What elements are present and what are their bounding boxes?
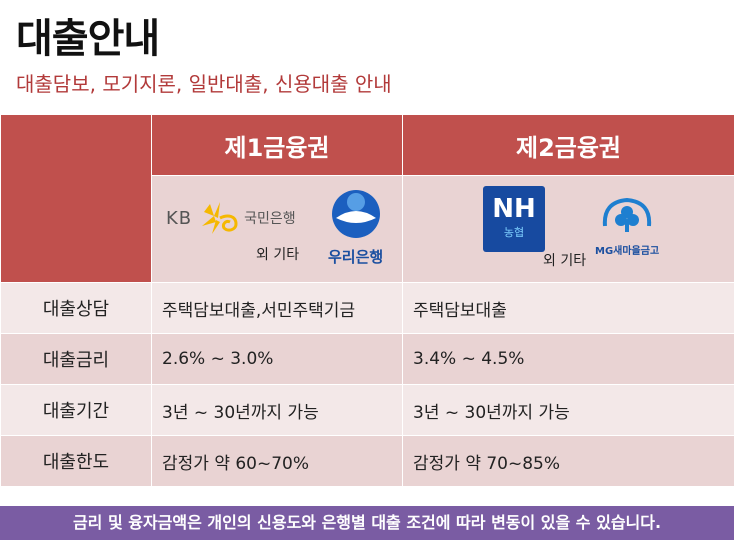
row-label: 대출금리 (0, 333, 152, 385)
tier1-logos: KB 국민은행 우리은행 외 기타 (151, 175, 403, 283)
tier1-others-label: 외 기타 (256, 247, 300, 263)
table-cell: 2.6% ~ 3.0% (151, 333, 403, 385)
table-cell: 감정가 약 70~85% (402, 435, 734, 487)
tier2-logos: NH 농협 MG새마을금고 외 기타 (402, 175, 734, 283)
tier2-others-label: 외 기타 (543, 253, 587, 269)
row-label: 대출한도 (0, 435, 152, 487)
page-title: 대출안내 (16, 16, 160, 62)
page-subtitle: 대출담보, 모기지론, 일반대출, 신용대출 안내 (16, 72, 392, 96)
loan-table: 제1금융권 제2금융권 KB 국민은행 (0, 114, 734, 487)
table-cell: 3년 ~ 30년까지 가능 (151, 384, 403, 436)
table-cell: 3.4% ~ 4.5% (402, 333, 734, 385)
kb-star-icon (202, 202, 238, 234)
nh-logo-sub: 농협 (503, 226, 525, 239)
header-tier2: 제2금융권 (402, 114, 734, 176)
woori-logo-name: 우리은행 (328, 248, 384, 266)
table-cell: 주택담보대출 (402, 282, 734, 334)
footer-notice: 금리 및 융자금액은 개인의 신용도와 은행별 대출 조건에 따라 변동이 있을… (0, 506, 734, 540)
header-tier1: 제1금융권 (151, 114, 403, 176)
table-row: 대출기간 3년 ~ 30년까지 가능 3년 ~ 30년까지 가능 (0, 384, 734, 436)
kb-logo: KB 국민은행 (166, 198, 296, 238)
kb-logo-name: 국민은행 (244, 211, 296, 227)
table-row: 대출상담 주택담보대출,서민주택기금 주택담보대출 (0, 282, 734, 334)
table-corner (0, 114, 152, 283)
table-row: 대출한도 감정가 약 60~70% 감정가 약 70~85% (0, 435, 734, 487)
row-label: 대출기간 (0, 384, 152, 436)
row-label: 대출상담 (0, 282, 152, 334)
table-cell: 주택담보대출,서민주택기금 (151, 282, 403, 334)
woori-circle-icon (331, 190, 380, 238)
mg-logo: MG새마을금고 (595, 196, 659, 257)
nh-logo: NH 농협 (483, 186, 545, 252)
table-row: 대출금리 2.6% ~ 3.0% 3.4% ~ 4.5% (0, 333, 734, 385)
mg-logo-name: MG새마을금고 (595, 246, 660, 257)
table-cell: 감정가 약 60~70% (151, 435, 403, 487)
kb-logo-text: KB (166, 207, 193, 229)
mg-clover-icon (602, 197, 652, 232)
nh-logo-letters: NH (492, 194, 536, 224)
woori-logo: 우리은행 (328, 188, 383, 267)
table-cell: 3년 ~ 30년까지 가능 (402, 384, 734, 436)
